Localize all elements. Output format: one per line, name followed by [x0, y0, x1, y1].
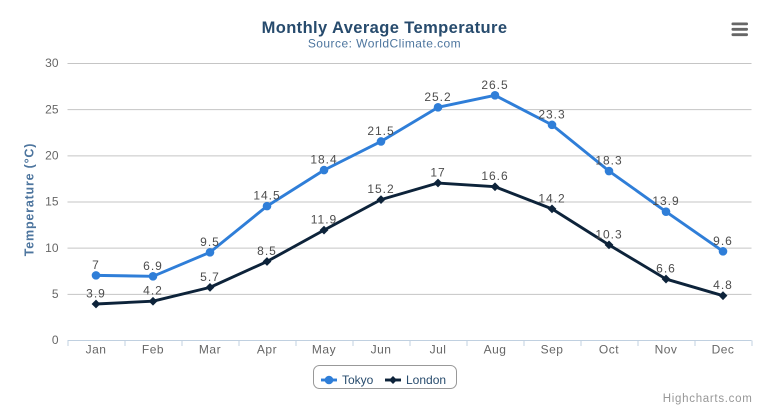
- svg-text:Temperature (°C): Temperature (°C): [23, 143, 37, 256]
- svg-text:Tokyo: Tokyo: [342, 373, 374, 387]
- svg-text:Jan: Jan: [86, 343, 107, 357]
- svg-text:Apr: Apr: [257, 343, 277, 357]
- svg-text:Aug: Aug: [484, 343, 507, 357]
- svg-text:6.6: 6.6: [656, 262, 676, 276]
- svg-text:10.3: 10.3: [595, 227, 622, 241]
- svg-text:30: 30: [45, 56, 59, 70]
- svg-text:9.5: 9.5: [200, 235, 220, 249]
- svg-text:26.5: 26.5: [481, 78, 508, 92]
- svg-text:16.6: 16.6: [481, 169, 508, 183]
- svg-text:5.7: 5.7: [200, 270, 220, 284]
- svg-text:20: 20: [45, 149, 59, 163]
- svg-text:Highcharts.com: Highcharts.com: [663, 393, 753, 405]
- svg-text:10: 10: [45, 241, 59, 255]
- svg-text:7: 7: [92, 258, 100, 272]
- svg-text:21.5: 21.5: [367, 124, 394, 138]
- svg-text:London: London: [406, 373, 446, 387]
- svg-text:18.4: 18.4: [310, 153, 337, 167]
- svg-text:23.3: 23.3: [538, 107, 565, 121]
- svg-text:8.5: 8.5: [257, 244, 277, 258]
- svg-text:May: May: [312, 343, 336, 357]
- svg-text:25: 25: [45, 102, 59, 116]
- svg-text:Sep: Sep: [541, 343, 564, 357]
- svg-text:14.2: 14.2: [538, 191, 565, 205]
- svg-text:15.2: 15.2: [367, 182, 394, 196]
- svg-text:3.9: 3.9: [86, 286, 106, 300]
- svg-text:Nov: Nov: [655, 343, 678, 357]
- svg-text:0: 0: [52, 333, 59, 347]
- svg-text:Feb: Feb: [142, 343, 164, 357]
- svg-text:13.9: 13.9: [652, 194, 679, 208]
- svg-text:4.8: 4.8: [713, 278, 733, 292]
- svg-text:17: 17: [430, 166, 445, 180]
- svg-text:25.2: 25.2: [424, 90, 451, 104]
- svg-text:4.2: 4.2: [143, 284, 163, 298]
- svg-text:Jul: Jul: [430, 343, 447, 357]
- svg-text:Mar: Mar: [199, 343, 221, 357]
- svg-text:5: 5: [52, 287, 59, 301]
- svg-text:Oct: Oct: [599, 343, 619, 357]
- svg-text:Jun: Jun: [371, 343, 392, 357]
- svg-text:14.5: 14.5: [253, 189, 280, 203]
- svg-text:Dec: Dec: [712, 343, 735, 357]
- svg-text:11.9: 11.9: [311, 213, 337, 227]
- svg-text:6.9: 6.9: [143, 259, 163, 273]
- svg-text:15: 15: [45, 195, 59, 209]
- svg-text:18.3: 18.3: [595, 154, 622, 168]
- svg-text:Monthly Average Temperature: Monthly Average Temperature: [262, 19, 508, 37]
- svg-text:Source: WorldClimate.com: Source: WorldClimate.com: [308, 37, 461, 51]
- svg-text:9.6: 9.6: [713, 234, 733, 248]
